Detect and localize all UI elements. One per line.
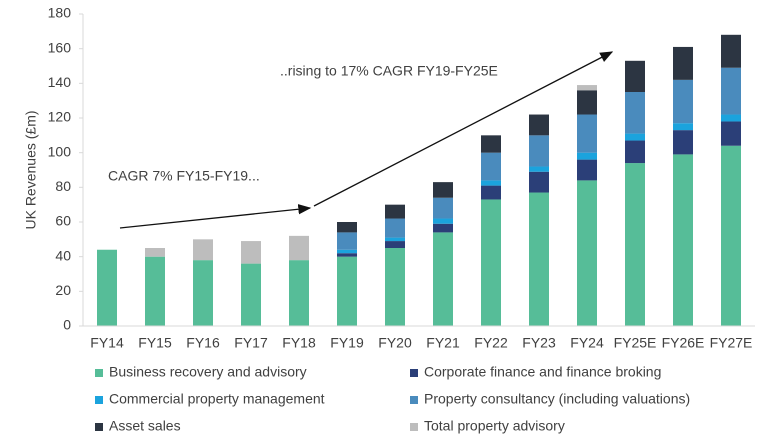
bar-segment (625, 163, 645, 326)
annotation: CAGR 7% FY15-FY19... (108, 168, 260, 184)
bar-segment (625, 140, 645, 164)
bar-segment (97, 249, 117, 326)
y-tick-label: 120 (48, 109, 72, 125)
bar-segment (673, 79, 693, 124)
x-tick-label: FY23 (522, 335, 556, 351)
y-tick-label: 140 (48, 74, 72, 90)
bar-segment (145, 248, 165, 257)
x-tick-label: FY26E (662, 335, 705, 351)
x-tick-label: FY18 (282, 335, 316, 351)
y-axis-label: UK Revenues (£m) (23, 110, 39, 229)
legend-swatch (95, 423, 103, 431)
x-tick-label: FY15 (138, 335, 172, 351)
bar-segment (673, 130, 693, 155)
bar-segment (577, 152, 597, 160)
bar-segment (529, 114, 549, 136)
bar-segment (577, 180, 597, 326)
bar-segment (433, 232, 453, 326)
x-tick-label: FY22 (474, 335, 508, 351)
bar-segment (577, 85, 597, 91)
bar-segment (241, 241, 261, 264)
bar-segment (529, 135, 549, 167)
x-tick-label: FY24 (570, 335, 604, 351)
y-tick-label: 80 (55, 178, 71, 194)
bar-segment (721, 145, 741, 326)
bar-segment (385, 218, 405, 238)
bar-segment (433, 197, 453, 219)
legend-label: Business recovery and advisory (109, 364, 307, 380)
bar-segment (529, 192, 549, 326)
bar-segment (337, 249, 357, 254)
legend-swatch (410, 369, 418, 377)
bar-segment (385, 237, 405, 242)
bar-segment (481, 152, 501, 181)
y-tick-label: 160 (48, 39, 72, 55)
y-tick-label: 0 (63, 317, 71, 333)
bar-segment (721, 121, 741, 146)
legend-swatch (410, 423, 418, 431)
bar-segment (481, 180, 501, 186)
bar-segment (673, 154, 693, 326)
legend-label: Property consultancy (including valuatio… (424, 391, 690, 407)
bar-segment (241, 263, 261, 326)
legend-label: Corporate finance and finance broking (424, 364, 661, 380)
annotation: ..rising to 17% CAGR FY19-FY25E (280, 63, 498, 79)
x-tick-label: FY17 (234, 335, 268, 351)
x-tick-label: FY16 (186, 335, 220, 351)
y-tick-label: 60 (55, 213, 71, 229)
bar-segment (529, 171, 549, 193)
bar-segment (433, 223, 453, 233)
bar-segment (385, 241, 405, 248)
bar-segment (385, 204, 405, 219)
bar-segment (337, 232, 357, 250)
legend-label: Total property advisory (424, 418, 565, 434)
arrow (313, 51, 614, 207)
y-tick-label: 100 (48, 143, 72, 159)
legend-label: Asset sales (109, 418, 181, 434)
bar-segment (193, 260, 213, 326)
bar-segment (625, 60, 645, 92)
bar-segment (337, 256, 357, 326)
y-tick-label: 20 (55, 282, 71, 298)
bar-segment (721, 114, 741, 122)
legend-swatch (410, 396, 418, 404)
legend-swatch (95, 396, 103, 404)
x-tick-label: FY21 (426, 335, 460, 351)
bar-segment (529, 166, 549, 172)
legend-label: Commercial property management (109, 391, 325, 407)
x-tick-label: FY19 (330, 335, 364, 351)
bar-segment (193, 239, 213, 261)
bar-segment (481, 135, 501, 153)
x-tick-label: FY14 (90, 335, 124, 351)
bar-segment (289, 260, 309, 326)
x-tick-label: FY20 (378, 335, 412, 351)
x-tick-label: FY25E (614, 335, 657, 351)
bar-segment (625, 92, 645, 134)
bar-segment (145, 256, 165, 326)
bar-segment (577, 90, 597, 115)
arrow (119, 204, 312, 229)
bar-segment (577, 114, 597, 153)
bar-segment (337, 253, 357, 257)
legend-swatch (95, 369, 103, 377)
bar-segment (721, 67, 741, 115)
y-tick-label: 40 (55, 247, 71, 263)
bar-segment (385, 248, 405, 326)
bar-segment (625, 133, 645, 141)
x-tick-label: FY27E (710, 335, 753, 351)
bar-segment (433, 182, 453, 198)
bar-segment (481, 185, 501, 200)
bar-segment (577, 159, 597, 181)
bar-segment (673, 123, 693, 131)
bar-segment (289, 235, 309, 261)
y-tick-label: 180 (48, 5, 72, 21)
bar-segment (337, 222, 357, 233)
bar-segment (673, 46, 693, 80)
bar-segment (433, 218, 453, 224)
bar-segment (721, 34, 741, 68)
bar-segment (481, 199, 501, 326)
